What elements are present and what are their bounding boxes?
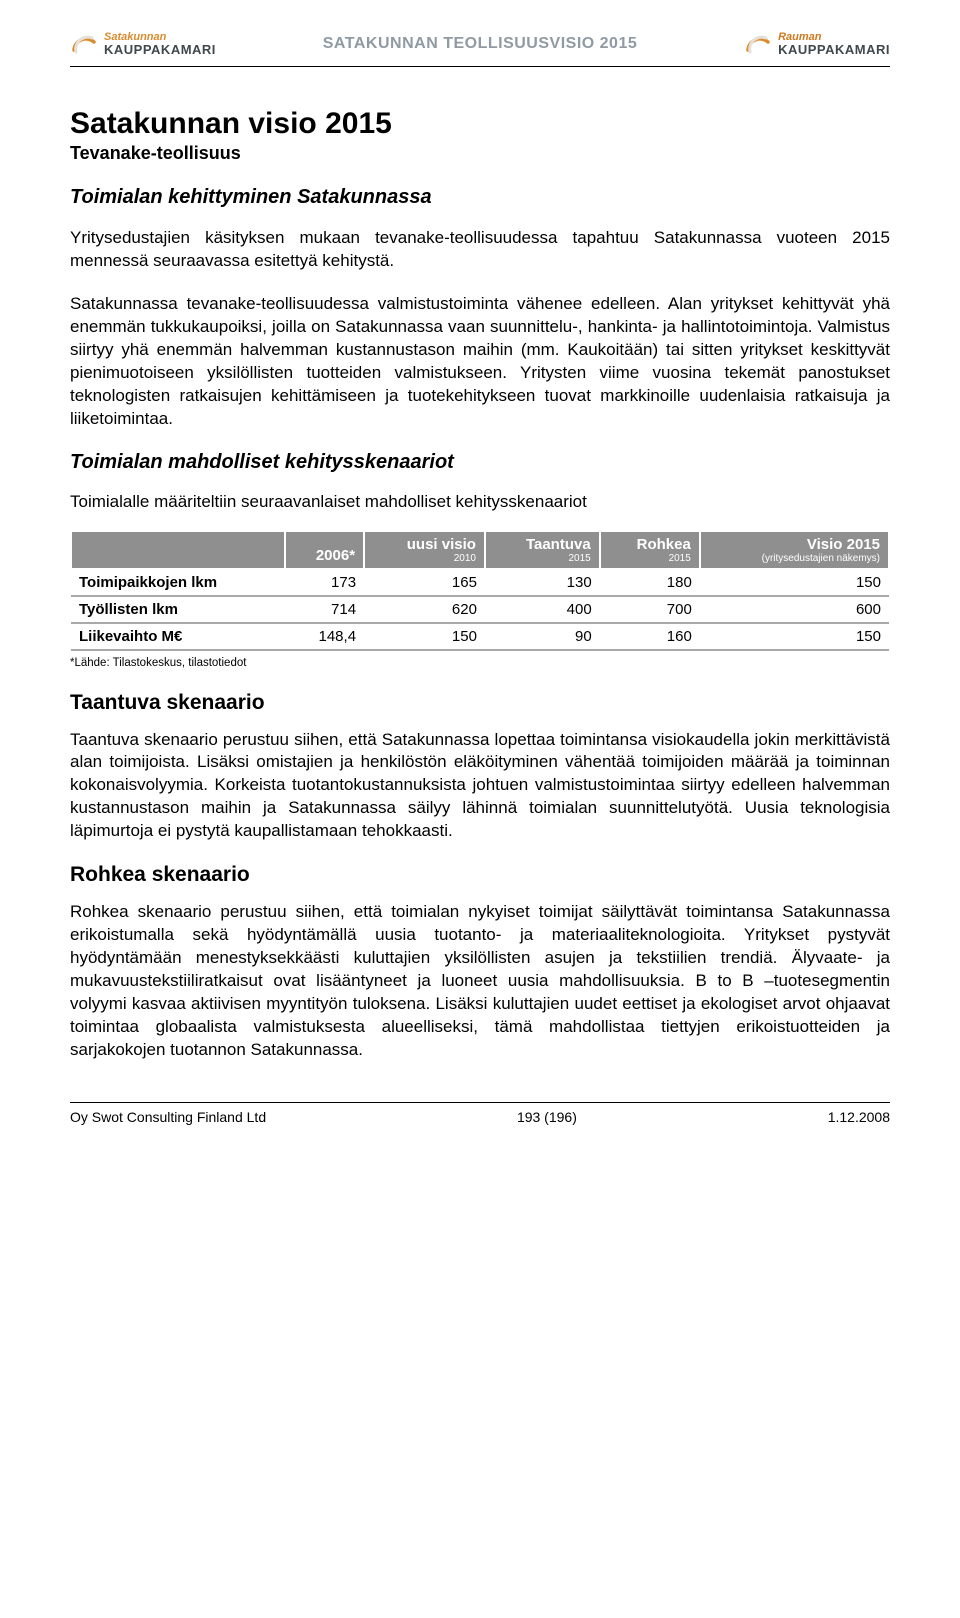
table-cell-label: Työllisten lkm [71, 596, 285, 623]
logo-left-bottom: KAUPPAKAMARI [104, 43, 216, 56]
main-title: Satakunnan visio 2015 [70, 107, 890, 141]
section-heading-1: Toimialan kehittyminen Satakunnassa [70, 186, 890, 209]
table-cell: 150 [700, 623, 889, 650]
footer-right: 1.12.2008 [828, 1109, 890, 1125]
table-cell: 173 [285, 569, 364, 596]
logo-right: Rauman KAUPPAKAMARI [744, 30, 890, 58]
source-note: *Lähde: Tilastokeskus, tilastotiedot [70, 657, 890, 669]
scenario-2-heading: Rohkea skenaario [70, 863, 890, 887]
scenario-table: 2006* uusi visio2010 Taantuva2015 Rohkea… [70, 530, 890, 651]
table-row: Toimipaikkojen lkm 173 165 130 180 150 [71, 569, 889, 596]
table-header-cell: 2006* [285, 531, 364, 569]
scenario-1-heading: Taantuva skenaario [70, 691, 890, 715]
table-cell: 400 [485, 596, 600, 623]
paragraph-1: Yritysedustajien käsityksen mukaan tevan… [70, 227, 890, 273]
scenario-1-body: Taantuva skenaario perustuu siihen, että… [70, 729, 890, 844]
logo-left-text: Satakunnan KAUPPAKAMARI [104, 32, 216, 56]
footer-center: 193 (196) [517, 1109, 577, 1125]
scenario-2-body: Rohkea skenaario perustuu siihen, että t… [70, 901, 890, 1062]
table-cell: 165 [364, 569, 485, 596]
logo-right-bottom: KAUPPAKAMARI [778, 43, 890, 56]
table-cell: 160 [600, 623, 700, 650]
table-cell: 90 [485, 623, 600, 650]
header-title: SATAKUNNAN TEOLLISUUSVISIO 2015 [216, 35, 744, 53]
table-cell: 714 [285, 596, 364, 623]
table-row: Työllisten lkm 714 620 400 700 600 [71, 596, 889, 623]
section-heading-2: Toimialan mahdolliset kehitysskenaariot [70, 451, 890, 474]
table-cell: 150 [700, 569, 889, 596]
paragraph-2: Satakunnassa tevanake-teollisuudessa val… [70, 293, 890, 431]
table-cell: 600 [700, 596, 889, 623]
page-header: Satakunnan KAUPPAKAMARI SATAKUNNAN TEOLL… [70, 30, 890, 67]
table-header-cell: Rohkea2015 [600, 531, 700, 569]
scenario-intro: Toimialalle määriteltiin seuraavanlaiset… [70, 492, 890, 512]
subtitle: Tevanake-teollisuus [70, 143, 890, 164]
table-cell: 148,4 [285, 623, 364, 650]
table-header-cell: Visio 2015(yritysedustajien näkemys) [700, 531, 889, 569]
table-cell: 180 [600, 569, 700, 596]
table-cell-label: Liikevaihto M€ [71, 623, 285, 650]
logo-left: Satakunnan KAUPPAKAMARI [70, 30, 216, 58]
table-cell: 130 [485, 569, 600, 596]
table-cell: 150 [364, 623, 485, 650]
table-cell: 700 [600, 596, 700, 623]
table-header-cell [71, 531, 285, 569]
footer-left: Oy Swot Consulting Finland Ltd [70, 1109, 266, 1125]
table-header-row: 2006* uusi visio2010 Taantuva2015 Rohkea… [71, 531, 889, 569]
logo-arc-icon [70, 30, 98, 58]
logo-arc-icon [744, 30, 772, 58]
table-cell: 620 [364, 596, 485, 623]
table-header-cell: uusi visio2010 [364, 531, 485, 569]
document-page: Satakunnan KAUPPAKAMARI SATAKUNNAN TEOLL… [0, 0, 960, 1165]
table-header-cell: Taantuva2015 [485, 531, 600, 569]
logo-right-text: Rauman KAUPPAKAMARI [778, 32, 890, 56]
table-row: Liikevaihto M€ 148,4 150 90 160 150 [71, 623, 889, 650]
table-cell-label: Toimipaikkojen lkm [71, 569, 285, 596]
page-footer: Oy Swot Consulting Finland Ltd 193 (196)… [70, 1102, 890, 1125]
